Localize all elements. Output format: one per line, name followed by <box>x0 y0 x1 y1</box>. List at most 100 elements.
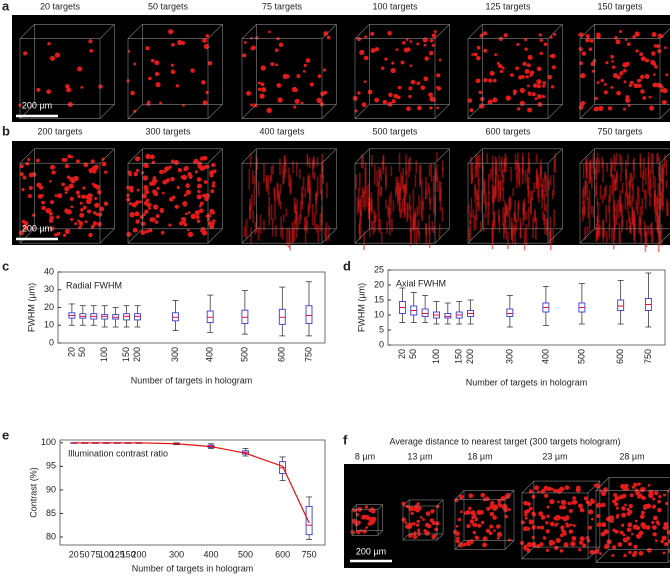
image-streak <box>502 174 505 183</box>
image-dot <box>652 497 656 501</box>
cube-edge <box>354 228 370 244</box>
image-streak <box>296 199 298 217</box>
image-streak <box>651 229 654 242</box>
image-streak <box>420 198 423 218</box>
image-dot <box>78 221 84 226</box>
image-dot <box>536 66 542 72</box>
image-streak <box>359 209 362 224</box>
image-dot <box>504 514 508 519</box>
image-dot <box>149 154 155 160</box>
image-dot <box>21 187 25 192</box>
image-dot <box>75 190 80 195</box>
image-streak <box>257 226 260 241</box>
image-streak <box>306 153 309 167</box>
image-streak <box>491 155 494 175</box>
x-tick-label: 300 <box>170 347 180 362</box>
image-streak <box>477 163 480 186</box>
image-dot <box>531 535 535 540</box>
image-streak <box>633 209 635 226</box>
image-dot <box>625 536 631 541</box>
image-dot <box>41 200 45 205</box>
image-dot <box>153 191 159 197</box>
image-dot <box>190 213 197 220</box>
image-dot <box>61 182 65 187</box>
image-dot <box>614 36 618 40</box>
image-dot <box>23 51 28 56</box>
image-dot <box>664 46 667 50</box>
image-streak <box>649 178 651 197</box>
cube-edge <box>207 228 223 244</box>
image-dot <box>463 542 467 547</box>
image-dot <box>657 507 662 513</box>
cube-edge <box>402 533 410 541</box>
plot-title: Axial FWHM <box>396 278 446 288</box>
image-streak <box>321 159 324 179</box>
cube-edge <box>369 148 450 230</box>
box <box>421 308 429 317</box>
image-dot <box>485 528 491 534</box>
cube-edge <box>256 148 337 230</box>
image-dot <box>480 520 485 525</box>
image-dot <box>261 87 267 93</box>
image-streak <box>665 180 668 189</box>
image-streak <box>508 207 511 229</box>
image-dot <box>257 81 261 85</box>
image-dot <box>578 540 584 545</box>
image-streak <box>278 193 281 204</box>
image-dot <box>136 188 140 192</box>
image-streak <box>267 175 270 196</box>
image-streak <box>611 174 614 195</box>
image-streak <box>316 157 319 167</box>
image-streak <box>642 171 644 193</box>
image-dot <box>508 508 511 511</box>
image-dot <box>600 78 605 83</box>
image-dot <box>636 78 641 83</box>
image-streak <box>586 226 589 236</box>
image-dot <box>559 486 565 492</box>
y-tick-label: 30 <box>44 284 54 294</box>
image-dot <box>211 184 216 188</box>
image-dot <box>627 104 631 107</box>
image-dot <box>528 519 534 525</box>
image-dot <box>536 84 541 89</box>
cube-edge <box>207 104 223 119</box>
image-streak <box>613 208 616 229</box>
image-streak <box>253 175 256 185</box>
image-streak <box>405 183 407 197</box>
x-tick-label: 20 <box>69 549 79 559</box>
image-streak <box>356 196 359 215</box>
image-dot <box>211 211 216 215</box>
image-streak <box>279 184 282 195</box>
image-dot <box>323 31 328 36</box>
image-streak <box>657 182 660 205</box>
image-streak <box>644 189 647 209</box>
image-streak <box>324 229 326 238</box>
image-dot <box>545 548 549 552</box>
image-dot <box>54 194 58 197</box>
image-dot <box>207 60 213 66</box>
image-streak <box>661 177 664 193</box>
image-streak <box>312 203 314 226</box>
image-dot <box>628 550 632 555</box>
image-dot <box>483 78 488 83</box>
image-dot <box>599 489 602 493</box>
image-streak <box>319 173 322 195</box>
image-streak <box>406 203 409 222</box>
image-dot <box>524 47 528 51</box>
image-dot <box>640 522 646 528</box>
image-streak <box>602 194 604 204</box>
image-label: 50 targets <box>148 1 189 11</box>
image-streak <box>326 182 328 199</box>
image-streak <box>439 188 442 202</box>
image-streak <box>643 189 646 199</box>
plot-frame <box>59 439 326 546</box>
cube-edge <box>482 23 563 105</box>
image-dot <box>628 542 632 547</box>
image-streak <box>390 165 393 176</box>
image-streak <box>360 153 363 169</box>
image-streak <box>500 156 503 167</box>
image-dot <box>619 530 624 535</box>
image-dot <box>260 65 266 71</box>
image-dot <box>388 92 393 98</box>
image-label: 20 targets <box>40 1 81 11</box>
